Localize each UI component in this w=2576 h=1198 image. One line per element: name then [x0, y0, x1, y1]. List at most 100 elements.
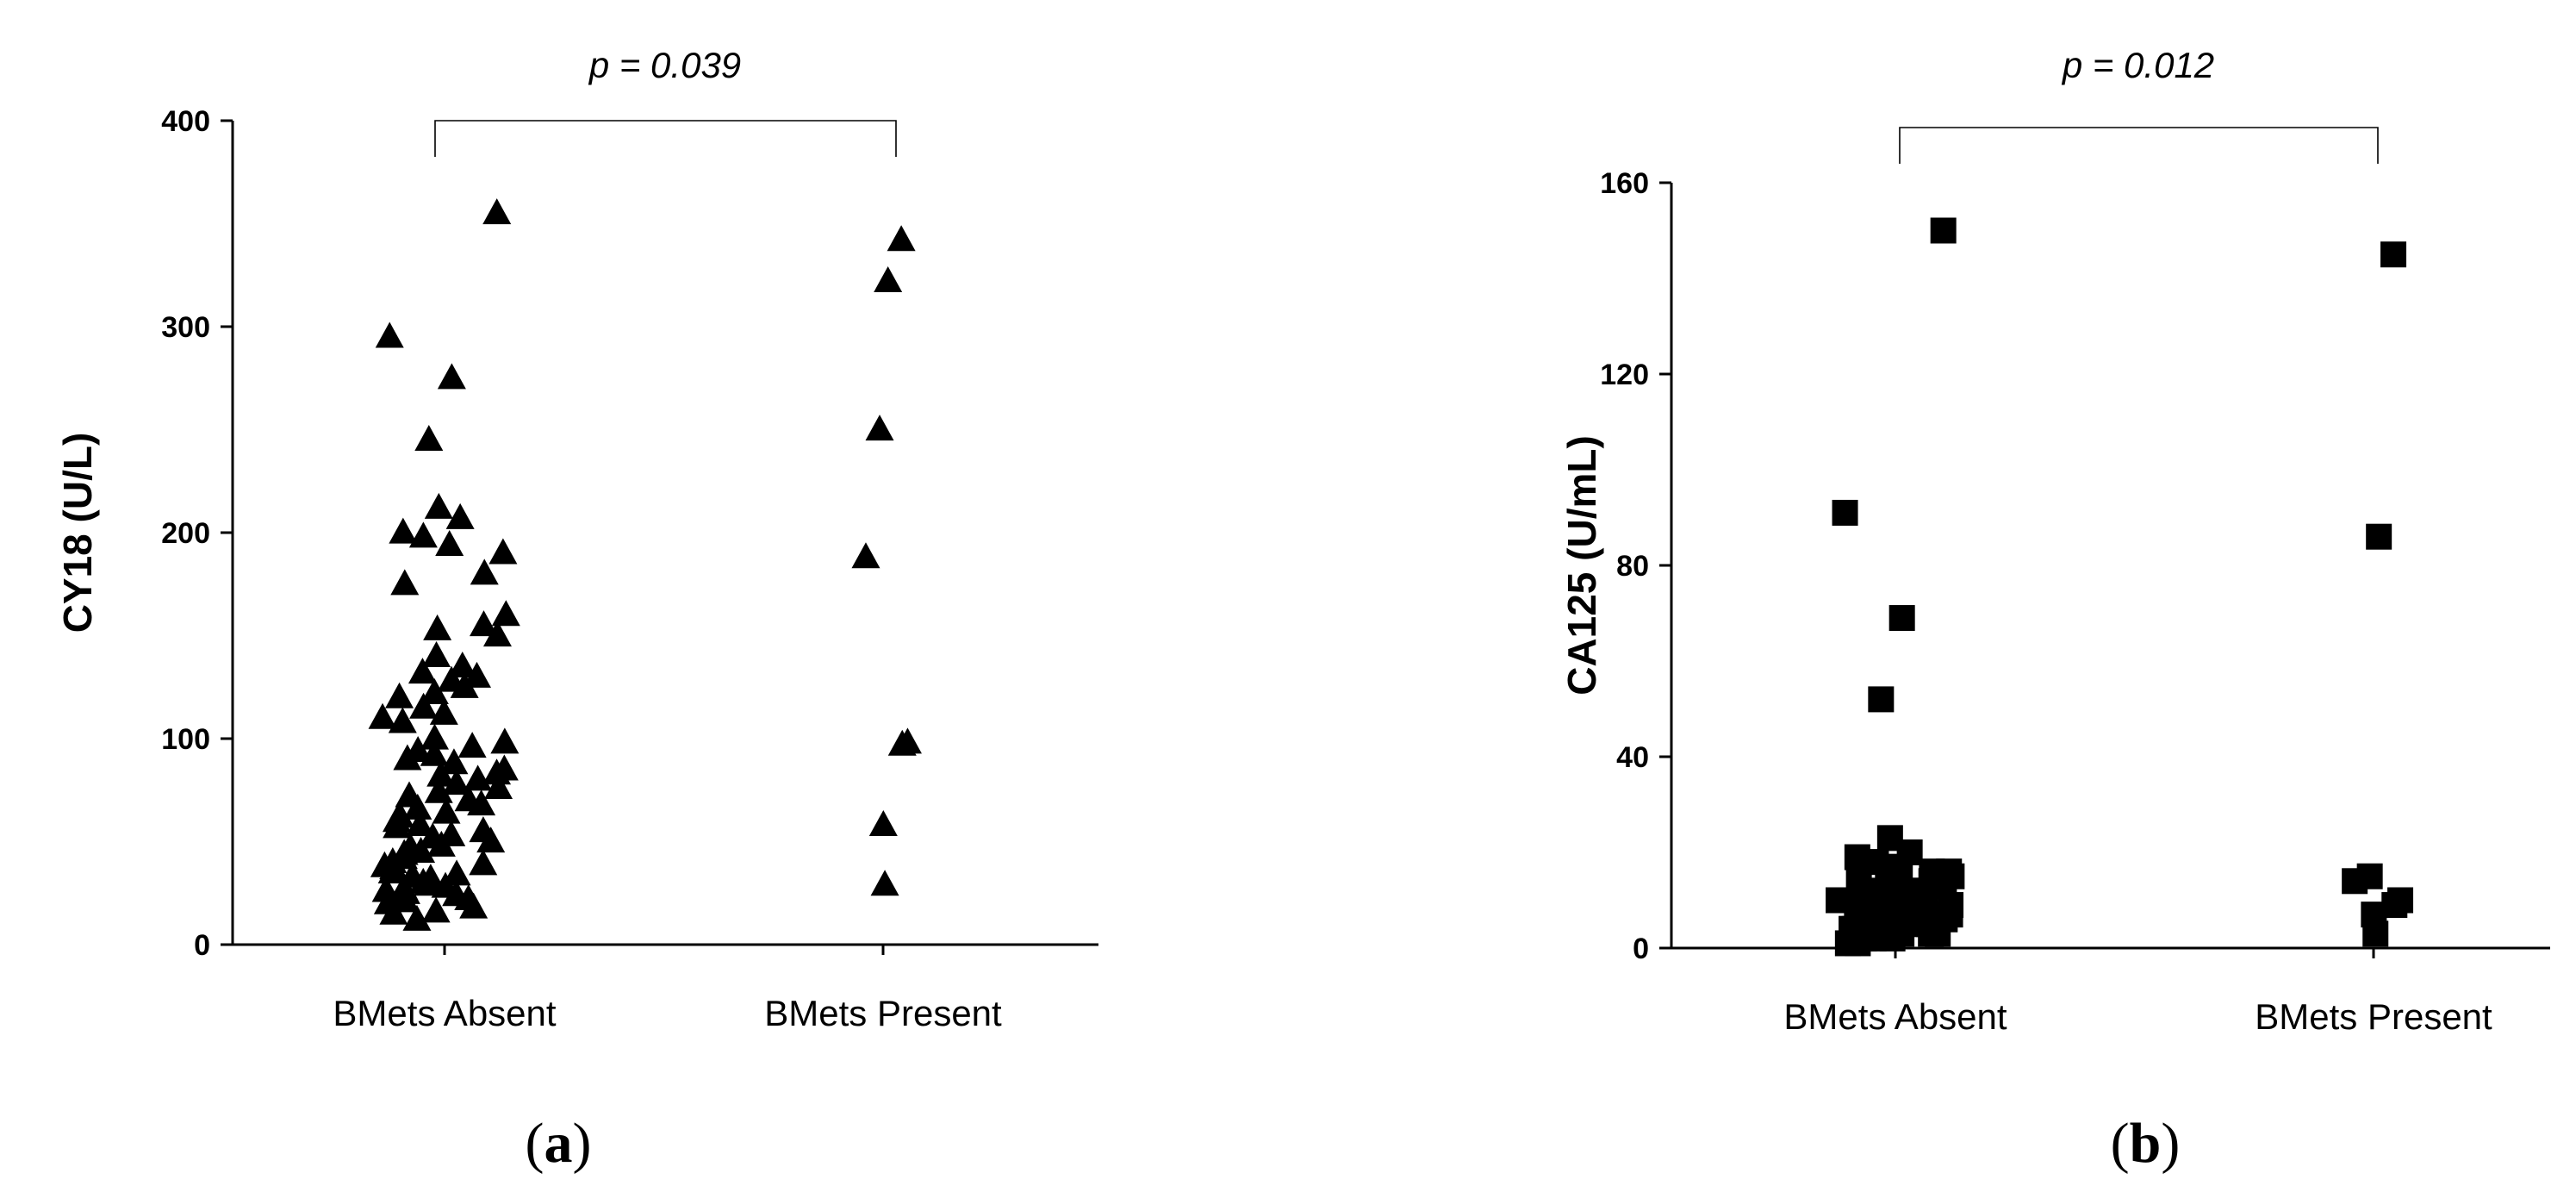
panel-a-point-absent-6: [389, 517, 418, 544]
panel-a-y-tick-label-1: 100: [161, 723, 210, 756]
panel-a-y-tick-label-4: 400: [161, 105, 210, 138]
panel-a-point-absent-80: [421, 896, 451, 923]
panel-a-point-absent-30: [457, 732, 487, 758]
panel-a-point-absent-54: [476, 827, 506, 853]
panel-a-comparison-bracket: [434, 120, 897, 157]
panel-a-point-absent-21: [450, 671, 479, 698]
panel-a-point-absent-39: [442, 769, 471, 796]
panel-b-y-ticks: [1659, 181, 1671, 950]
panel-b-y-tick-labels: 0 40 80 120 160: [1600, 167, 1649, 965]
panel-a-point-absent-26: [368, 702, 397, 729]
panel-b-category-present: BMets Present: [2255, 996, 2492, 1037]
panel-b-point-absent-3: [1868, 686, 1895, 713]
panel-b-y-tick-label-4: 160: [1600, 167, 1649, 200]
panel-a-point-absent-64: [377, 857, 407, 883]
panel-b-point-absent-0: [1930, 217, 1957, 244]
panel-a-point-absent-29: [490, 727, 520, 754]
panel-a-point-absent-9: [488, 538, 518, 565]
panel-a-p-value: p = 0.039: [588, 45, 741, 85]
panel-a-point-absent-10: [470, 558, 499, 585]
panel-a-y-tick-label-2: 200: [161, 517, 210, 550]
panel-a-data-points: [368, 198, 922, 931]
panel-a-point-absent-50: [383, 812, 412, 839]
panel-b-y-tick-label-2: 80: [1616, 550, 1649, 583]
panel-a-point-absent-19: [462, 661, 491, 688]
panel-b-point-present-1: [2366, 523, 2392, 550]
panel-a-point-absent-49: [406, 809, 435, 836]
panel-a-point-present-6: [868, 809, 898, 836]
panel-b-category-absent: BMets Absent: [1783, 996, 2007, 1037]
panel-a-y-tick-label-3: 300: [161, 311, 210, 344]
panel-b-p-value: p = 0.012: [2061, 45, 2214, 85]
panel-a-point-absent-36: [482, 758, 512, 785]
panel-a-point-absent-11: [390, 569, 420, 596]
panel-a-point-absent-28: [420, 723, 450, 750]
panel-a-point-present-3: [851, 542, 880, 569]
panel-a-chart: 0 100 200 300 400 BMets Absent BMets Present…: [55, 45, 1098, 1175]
panel-a-label-letter: a: [544, 1112, 573, 1175]
panel-a-point-absent-61: [469, 849, 498, 876]
panel-a-point-absent-15: [482, 621, 512, 647]
panel-a-point-absent-40: [484, 772, 513, 799]
panel-a-y-axis-title: CY18 (U/L): [55, 433, 100, 633]
panel-a-point-absent-17: [448, 651, 477, 677]
panel-b-point-absent-60: [1834, 930, 1861, 957]
panel-a-point-absent-16: [422, 641, 451, 667]
panel-a-point-absent-5: [445, 502, 475, 529]
panel-a-point-absent-1: [375, 321, 404, 348]
panel-a-point-absent-27: [388, 707, 417, 733]
panel-a-point-absent-14: [423, 614, 452, 640]
panel-a-point-absent-22: [420, 678, 449, 705]
panel-a-point-absent-46: [432, 797, 461, 824]
panel-b-chart: 0 40 80 120 160 BMets Absent BMets Present C…: [1559, 45, 2550, 1175]
panel-b-point-absent-1: [1832, 499, 1858, 526]
panel-a-y-ticks: [221, 119, 233, 946]
panel-a-point-absent-37: [426, 760, 456, 787]
panel-a-category-present: BMets Present: [764, 993, 1002, 1033]
panel-a-point-absent-57: [407, 837, 436, 864]
panel-a-point-absent-0: [482, 198, 512, 225]
panel-a-point-absent-41: [424, 777, 453, 803]
panel-b-point-absent-54: [1925, 920, 1951, 947]
panel-b-point-present-3: [2342, 868, 2368, 895]
panel-b-point-absent-2: [1888, 605, 1915, 632]
panel-a-point-absent-18: [408, 658, 437, 684]
panel-b-label: (b): [2111, 1112, 2181, 1175]
panel-a-point-absent-33: [393, 744, 422, 771]
panel-a-point-absent-13: [470, 610, 499, 637]
panel-a-point-absent-12: [491, 600, 520, 627]
panel-a-y-tick-labels: 0 100 200 300 400: [161, 105, 210, 962]
panel-a-point-absent-7: [408, 521, 438, 548]
panel-b-y-tick-label-3: 120: [1600, 359, 1649, 391]
panel-a-point-absent-32: [420, 739, 449, 766]
panel-b-y-tick-label-0: 0: [1633, 933, 1649, 965]
panel-a-point-absent-81: [379, 898, 408, 925]
panel-a-point-absent-45: [403, 793, 432, 820]
panel-a-point-absent-8: [435, 529, 464, 556]
panel-a-point-absent-72: [371, 876, 401, 902]
panel-b-label-letter: b: [2130, 1112, 2162, 1175]
panel-a-y-tick-label-0: 0: [194, 929, 210, 962]
panel-a-point-present-5: [887, 729, 917, 756]
panel-a-point-present-0: [887, 225, 916, 252]
panel-a-point-absent-2: [437, 363, 466, 390]
panel-a-point-absent-69: [414, 870, 443, 896]
panel-a-point-present-1: [874, 266, 903, 293]
panel-b-y-tick-label-1: 40: [1616, 741, 1649, 774]
panel-a-point-present-7: [870, 870, 899, 896]
panel-a-point-absent-24: [409, 692, 439, 719]
panel-a-point-absent-55: [426, 830, 456, 857]
panel-a-point-absent-23: [385, 682, 414, 708]
panel-b-comparison-bracket: [1899, 127, 2379, 164]
panel-b-point-present-7: [2362, 920, 2389, 947]
panel-a-point-absent-38: [464, 764, 493, 791]
panel-a-point-absent-25: [429, 698, 458, 725]
panel-a-point-absent-3: [414, 425, 444, 452]
panel-b-y-axis-title: CA125 (U/mL): [1559, 435, 1604, 696]
panel-a-category-absent: BMets Absent: [333, 993, 556, 1033]
panel-b-point-present-0: [2380, 241, 2407, 268]
panel-a-point-absent-65: [442, 859, 471, 886]
panel-a-point-absent-82: [402, 904, 432, 931]
panel-a-point-absent-34: [439, 748, 469, 775]
